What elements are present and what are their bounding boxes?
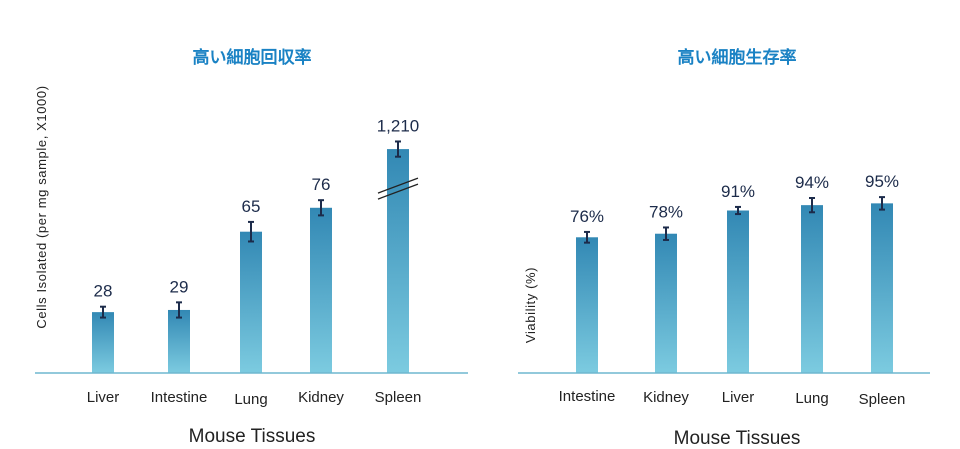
- error-bar: [176, 301, 182, 319]
- bars: 76% Intestine 78% Kidney 91% Liver 94% Lung 95% S…: [559, 172, 906, 408]
- data-label: 65: [242, 197, 261, 216]
- chart-recovery: 高い細胞回収率 Cells Isolated (per mg sample, X…: [34, 47, 468, 447]
- data-label: 76: [312, 175, 331, 194]
- y-axis-label: Viability (%): [523, 267, 538, 343]
- data-label: 29: [170, 277, 189, 296]
- x-tick-label: Spleen: [859, 391, 906, 408]
- bar-liver: [92, 312, 114, 373]
- data-label: 78%: [649, 202, 683, 221]
- data-label: 94%: [795, 173, 829, 192]
- bar-kidney: [310, 207, 332, 373]
- y-axis-label: Cells Isolated (per mg sample, X1000): [34, 85, 49, 328]
- error-bar: [584, 230, 590, 244]
- error-bar: [735, 205, 741, 216]
- x-axis-label: Mouse Tissues: [189, 426, 316, 447]
- error-bar: [100, 305, 106, 319]
- bar-intestine: [576, 237, 598, 373]
- x-tick-label: Intestine: [559, 388, 616, 405]
- x-tick-label: Lung: [795, 390, 828, 407]
- chart-viability: 高い細胞生存率 Viability (%) 76% Intestine 78% Kid…: [518, 47, 930, 449]
- error-bar: [879, 196, 885, 211]
- data-label: 28: [94, 282, 113, 301]
- x-tick-label: Lung: [234, 391, 267, 408]
- x-tick-label: Spleen: [375, 389, 422, 406]
- error-bar: [809, 197, 815, 214]
- x-tick-label: Kidney: [298, 389, 344, 406]
- error-bar: [395, 140, 401, 158]
- bar-liver: [727, 210, 749, 373]
- data-label: 95%: [865, 172, 899, 191]
- bars: 28 Liver 29 Intestine 65 Lung 76 Kidney 1,210 Spl…: [87, 116, 422, 408]
- x-tick-label: Liver: [722, 389, 755, 406]
- x-axis-label: Mouse Tissues: [674, 428, 801, 449]
- error-bar: [318, 199, 324, 217]
- error-bar: [663, 226, 669, 241]
- data-label: 91%: [721, 182, 755, 201]
- axis-break-mark: [377, 177, 419, 200]
- bar-lung: [801, 205, 823, 373]
- x-tick-label: Intestine: [151, 389, 208, 406]
- data-label: 1,210: [377, 116, 420, 135]
- bar-kidney: [655, 233, 677, 373]
- x-tick-label: Liver: [87, 389, 120, 406]
- bar-lung: [240, 231, 262, 373]
- x-tick-label: Kidney: [643, 389, 689, 406]
- chart-title: 高い細胞回収率: [193, 47, 312, 68]
- data-label: 76%: [570, 207, 604, 226]
- error-bar: [248, 220, 254, 243]
- bar-intestine: [168, 309, 190, 373]
- bar-spleen: [871, 203, 893, 373]
- chart-title: 高い細胞生存率: [678, 47, 797, 68]
- bar-spleen: [387, 149, 409, 373]
